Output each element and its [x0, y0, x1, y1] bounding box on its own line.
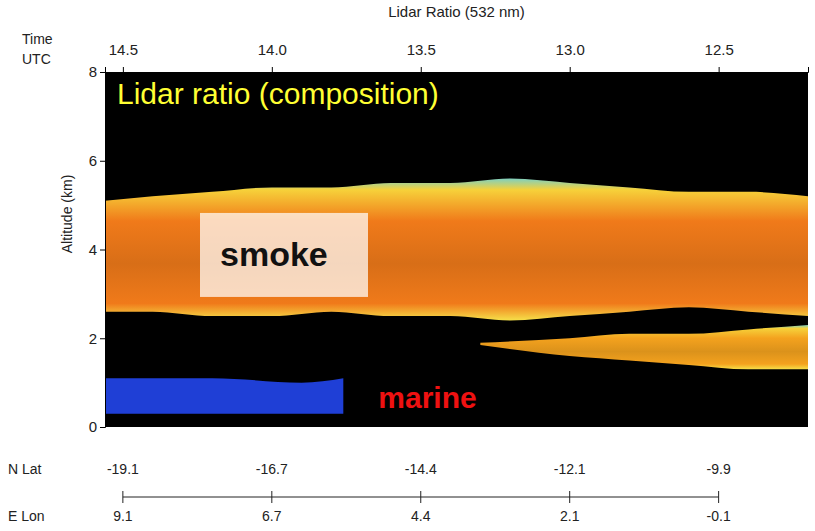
tick-mark: [569, 491, 570, 503]
tick-label: 14.5: [109, 41, 138, 58]
tick-mark: [420, 491, 421, 503]
tick-mark: [718, 491, 719, 503]
tick-mark: [100, 72, 105, 73]
tick-label: -19.1: [107, 461, 139, 477]
tick: 6: [89, 152, 105, 169]
tick-label: 6: [89, 152, 97, 169]
tick-mark: [719, 67, 720, 72]
tick-label: 6.7: [262, 508, 282, 524]
tick: 8: [89, 63, 105, 80]
tick-mark: [100, 427, 105, 428]
tick-label: -12.1: [554, 461, 586, 477]
tick: 2: [89, 330, 105, 347]
tick-mark: [421, 67, 422, 72]
axis-title: N Lat: [8, 461, 42, 477]
tick-mark: [123, 67, 124, 72]
tick-mark: [272, 67, 273, 72]
tick-mark: [100, 338, 105, 339]
chart: 0 2 4 6 8 14.5 14.0 13.5 13.0 12.5 Lidar Ratio (53…: [0, 0, 815, 531]
axis-title: E Lon: [8, 508, 45, 524]
axis-title: TimeUTC: [22, 31, 53, 67]
series-label: marine: [378, 381, 476, 414]
annotation: Lidar ratio (composition): [117, 77, 439, 110]
axis-title: Altitude (km): [59, 175, 75, 254]
x-axis: 14.5 14.0 13.5 13.0 12.5: [106, 41, 809, 73]
tick: 4: [89, 241, 105, 258]
tick-label: -16.7: [256, 461, 288, 477]
tick-mark: [122, 491, 123, 503]
tick-label: 2.1: [560, 508, 580, 524]
tick-mark: [100, 161, 105, 162]
tick: 13.0: [556, 41, 585, 72]
tick: 12.5: [705, 41, 734, 72]
layer-area: [105, 378, 343, 414]
tick-label: -14.4: [405, 461, 437, 477]
tick-mark: [271, 491, 272, 503]
y-axis: 0 2 4 6 8: [89, 63, 106, 435]
tick-label: 4.4: [411, 508, 431, 524]
axis-line: [100, 73, 106, 428]
tick-label: 13.5: [407, 41, 436, 58]
tick-label: 0: [89, 418, 97, 435]
tick: 13.5: [407, 41, 436, 72]
tick-label: 12.5: [705, 41, 734, 58]
tick-label: 14.0: [258, 41, 287, 58]
layer-area: [105, 179, 808, 321]
tick-label: 13.0: [556, 41, 585, 58]
label-patch: [200, 213, 368, 297]
axis-line: [106, 67, 809, 73]
layer-area: [480, 325, 808, 369]
tick-label: -0.1: [707, 508, 731, 524]
tick-label: 2: [89, 330, 97, 347]
tick-mark: [100, 250, 105, 251]
tick-label: -9.9: [707, 461, 731, 477]
tick: 14.5: [109, 41, 138, 72]
marks: [105, 179, 808, 414]
tick-label: 4: [89, 241, 97, 258]
tick: 14.0: [258, 41, 287, 72]
title: Lidar Ratio (532 nm): [388, 3, 525, 20]
plot-background: [105, 72, 808, 427]
tick-label: 8: [89, 63, 97, 80]
tick-mark: [570, 67, 571, 72]
series-label: smoke: [220, 235, 328, 273]
tick-label: 9.1: [113, 508, 133, 524]
tick: 0: [89, 418, 105, 435]
